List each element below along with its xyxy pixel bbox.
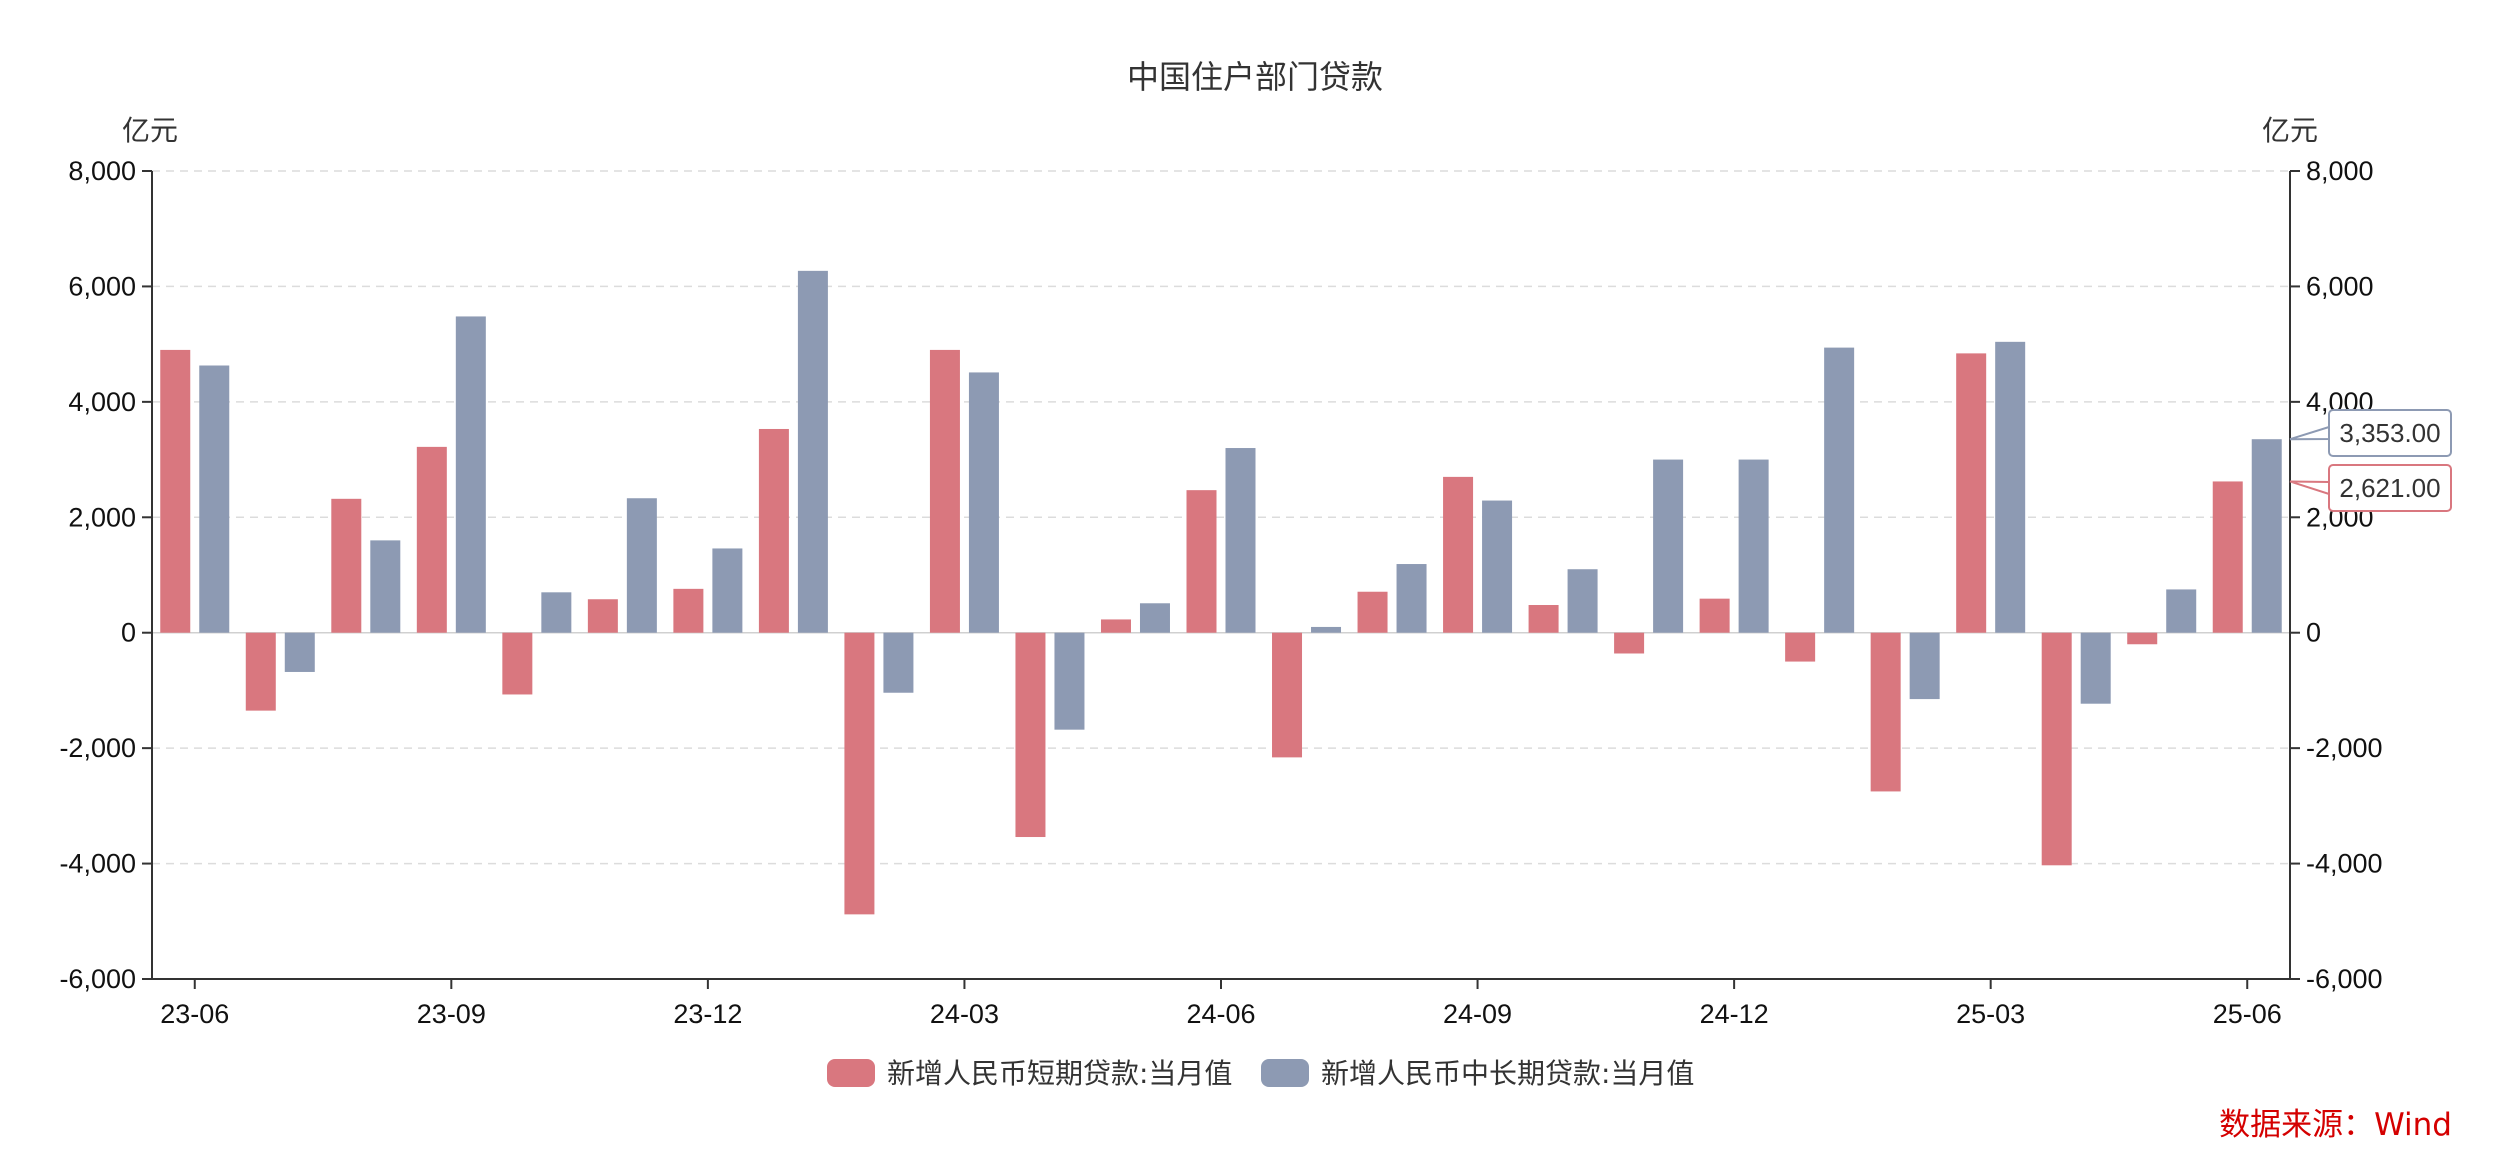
legend-label: 新增人民币短期贷款:当月值	[887, 1057, 1232, 1090]
bar-long-term	[1054, 632, 1085, 730]
bar-long-term	[1139, 603, 1170, 633]
bar-short-term	[1614, 632, 1645, 654]
bar-long-term	[1909, 632, 1940, 700]
bar-short-term	[160, 349, 191, 633]
legend-label: 新增人民币中长期贷款:当月值	[1321, 1057, 1694, 1090]
y-tick-label-right: 6,000	[2306, 271, 2374, 301]
bar-short-term	[929, 349, 960, 633]
callout-box	[2328, 464, 2452, 512]
y-tick-label-right: -2,000	[2306, 733, 2383, 763]
bar-long-term	[541, 592, 572, 633]
y-tick-label-right: -4,000	[2306, 849, 2383, 879]
bar-long-term	[2166, 589, 2197, 633]
bar-long-term	[883, 632, 914, 693]
bar-short-term	[2041, 632, 2072, 866]
bar-long-term	[1824, 347, 1855, 633]
callout-box	[2328, 409, 2452, 457]
bar-long-term	[1482, 500, 1513, 633]
callout-value: 3,353.00	[2339, 418, 2440, 448]
bar-long-term	[1738, 459, 1769, 633]
y-tick-label-left: 0	[121, 618, 136, 648]
callout-value: 2,621.00	[2339, 473, 2440, 503]
bar-short-term	[1870, 632, 1901, 792]
x-tick-label: 24-12	[1700, 999, 1769, 1029]
bar-short-term	[1528, 605, 1559, 633]
y-tick-label-right: -6,000	[2306, 964, 2383, 994]
bar-long-term	[2251, 439, 2282, 633]
bar-long-term	[1225, 448, 1256, 633]
bar-long-term	[1396, 564, 1427, 633]
x-tick-label: 23-12	[673, 999, 742, 1029]
bar-short-term	[758, 428, 789, 633]
legend-swatch	[1261, 1059, 1309, 1087]
bar-long-term	[968, 372, 999, 633]
x-tick-label: 24-06	[1186, 999, 1255, 1029]
y-tick-label-left: 6,000	[68, 271, 136, 301]
bar-short-term	[1443, 476, 1474, 633]
legend-swatch	[827, 1059, 875, 1087]
bar-short-term	[587, 599, 618, 633]
bar-short-term	[1272, 632, 1303, 758]
x-tick-label: 24-09	[1443, 999, 1512, 1029]
bar-long-term	[2080, 632, 2111, 704]
bar-short-term	[1100, 619, 1131, 633]
y-tick-label-left: -2,000	[59, 733, 136, 763]
bar-short-term	[1186, 490, 1217, 633]
bar-short-term	[1785, 632, 1816, 662]
y-tick-label-right: 8,000	[2306, 156, 2374, 186]
x-tick-label: 24-03	[930, 999, 999, 1029]
bar-short-term	[2127, 632, 2158, 645]
bar-short-term	[844, 632, 875, 915]
y-tick-label-left: 8,000	[68, 156, 136, 186]
bar-long-term	[284, 632, 315, 672]
x-tick-label: 25-03	[1956, 999, 2025, 1029]
bars	[160, 270, 2282, 915]
x-tick-label: 25-06	[2213, 999, 2282, 1029]
bar-short-term	[1357, 591, 1388, 633]
y-tick-label-right: 0	[2306, 618, 2321, 648]
bar-long-term	[199, 365, 230, 633]
callout-pointer	[2289, 425, 2330, 441]
bar-short-term	[416, 446, 447, 633]
y-axis-right-unit: 亿元	[2262, 114, 2318, 147]
bar-long-term	[626, 498, 657, 633]
bar-short-term	[1699, 598, 1730, 633]
callout-pointer	[2289, 480, 2330, 496]
bar-long-term	[1567, 569, 1598, 633]
data-source: 数据来源：Wind	[2219, 1107, 2452, 1143]
y-axis-left-unit: 亿元	[122, 114, 178, 147]
bar-short-term	[673, 588, 704, 633]
y-tick-label-left: 2,000	[68, 502, 136, 532]
bar-short-term	[502, 632, 533, 695]
y-tick-label-left: -6,000	[59, 964, 136, 994]
bar-short-term	[2212, 481, 2243, 633]
y-tick-label-left: -4,000	[59, 849, 136, 879]
bar-long-term	[797, 270, 828, 633]
bar-short-term	[1015, 632, 1046, 838]
x-tick-label: 23-06	[160, 999, 229, 1029]
bar-long-term	[370, 540, 401, 633]
bar-long-term	[1995, 341, 2026, 633]
x-tick-label: 23-09	[417, 999, 486, 1029]
value-callouts: 3,353.00 2,621.00	[2289, 409, 2452, 512]
bar-long-term	[1653, 459, 1684, 633]
bar-short-term	[1956, 353, 1987, 633]
bar-long-term	[455, 316, 486, 633]
bar-long-term	[712, 548, 743, 633]
y-tick-label-left: 4,000	[68, 387, 136, 417]
legend[interactable]: 新增人民币短期贷款:当月值 新增人民币中长期贷款:当月值	[827, 1057, 1694, 1090]
bar-short-term	[331, 498, 362, 633]
chart-title: 中国住户部门贷款	[1127, 58, 1383, 96]
bar-long-term	[1311, 626, 1342, 633]
bar-short-term	[245, 632, 276, 711]
